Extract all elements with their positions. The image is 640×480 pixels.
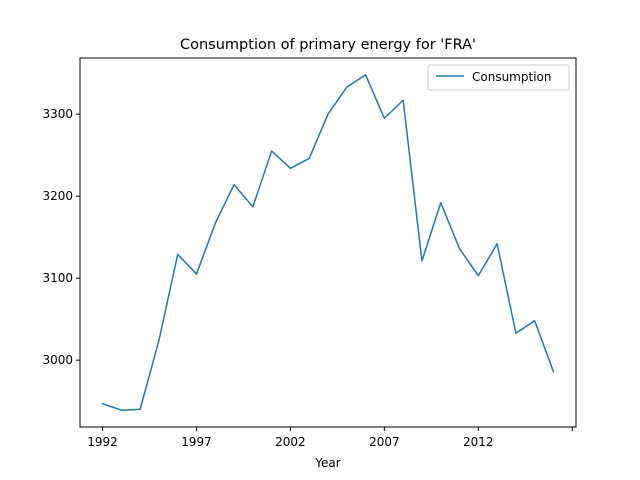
y-axis: 3000 3100 3200 3300 [42,107,80,367]
legend-box [427,64,570,91]
x-tick-label: 1997 [181,435,212,449]
series-layer [101,74,555,411]
series-line-consumption [101,74,555,411]
x-tick-label: 2002 [275,435,306,449]
y-tick-label: 3300 [42,107,73,121]
legend-label-consumption: Consumption [472,70,551,84]
y-tick-label: 3000 [42,353,73,367]
x-tick-label: 2007 [369,435,400,449]
legend: Consumption [427,64,570,91]
x-tick-label: 1992 [87,435,118,449]
x-axis: 1992 1997 2002 2007 2012 [87,427,573,449]
plot-area [79,57,577,428]
chart-title: Consumption of primary energy for 'FRA' [180,37,476,53]
y-tick-label: 3200 [42,189,73,203]
y-tick-label: 3100 [42,271,73,285]
x-tick-label: 2012 [463,435,494,449]
x-axis-label: Year [314,456,340,470]
